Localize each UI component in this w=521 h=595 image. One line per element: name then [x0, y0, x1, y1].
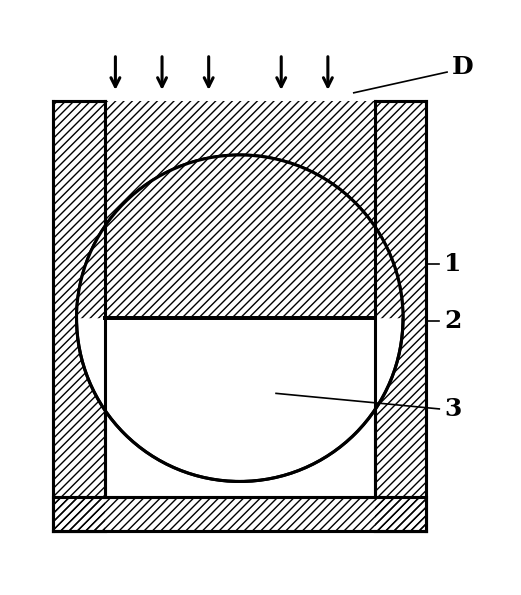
Bar	[375, 101, 426, 531]
Bar	[105, 101, 375, 318]
Bar	[53, 101, 105, 531]
Text: 1: 1	[444, 252, 462, 276]
Text: D: D	[452, 55, 474, 79]
Text: 3: 3	[444, 397, 462, 421]
Polygon shape	[77, 155, 403, 318]
Bar	[53, 101, 105, 531]
Circle shape	[77, 155, 403, 481]
Bar	[105, 101, 375, 497]
Bar	[53, 497, 426, 531]
Bar	[53, 497, 426, 531]
Text: 2: 2	[444, 309, 462, 333]
Bar	[375, 101, 426, 531]
